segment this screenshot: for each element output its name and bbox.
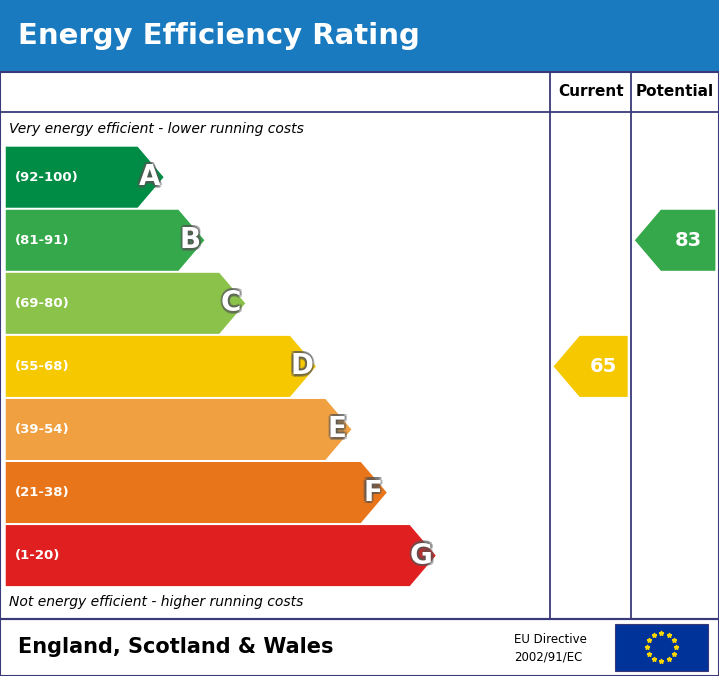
Text: A: A [139, 166, 160, 194]
Text: F: F [365, 477, 383, 504]
Text: A: A [137, 165, 159, 193]
Text: B: B [180, 224, 201, 251]
Text: B: B [180, 229, 201, 257]
Text: E: E [326, 414, 345, 441]
Text: England, Scotland & Wales: England, Scotland & Wales [18, 637, 334, 657]
Text: 83: 83 [674, 231, 702, 249]
Text: C: C [221, 292, 241, 320]
Text: G: G [412, 541, 435, 570]
Text: (92-100): (92-100) [14, 171, 78, 184]
Text: D: D [289, 350, 312, 379]
Text: (81-91): (81-91) [14, 234, 69, 247]
Text: C: C [223, 289, 243, 317]
Text: A: A [140, 165, 162, 193]
Text: Potential: Potential [636, 84, 714, 99]
Text: D: D [289, 354, 312, 383]
Bar [615, 624, 708, 671]
Text: D: D [292, 350, 315, 379]
Polygon shape [6, 399, 352, 460]
Polygon shape [554, 336, 628, 397]
Polygon shape [635, 210, 715, 271]
Text: D: D [290, 355, 313, 383]
Polygon shape [6, 147, 164, 208]
Text: C: C [219, 287, 239, 315]
Text: D: D [288, 352, 311, 381]
Text: E: E [329, 418, 348, 445]
Text: A: A [140, 161, 162, 189]
Text: G: G [410, 541, 433, 570]
Text: D: D [293, 352, 316, 381]
Text: (39-54): (39-54) [14, 423, 69, 436]
Polygon shape [6, 273, 245, 334]
Text: F: F [363, 481, 382, 509]
Text: F: F [365, 479, 384, 506]
Text: G: G [408, 544, 431, 572]
Bar [0, 619, 719, 676]
Bar [0, 0, 719, 72]
Text: (55-68): (55-68) [14, 360, 69, 373]
Text: F: F [362, 477, 380, 504]
Text: C: C [219, 289, 239, 317]
Polygon shape [6, 336, 316, 397]
Text: Energy Efficiency Rating: Energy Efficiency Rating [18, 22, 420, 50]
Text: D: D [290, 352, 313, 381]
Text: (1-20): (1-20) [14, 549, 60, 562]
Polygon shape [6, 462, 387, 523]
Text: F: F [363, 479, 382, 506]
Text: F: F [361, 479, 380, 506]
Text: (69-80): (69-80) [14, 297, 69, 310]
Bar [0, 72, 719, 619]
Text: B: B [181, 228, 202, 256]
Text: C: C [222, 287, 242, 315]
Text: G: G [411, 544, 434, 572]
Text: B: B [180, 226, 201, 254]
Polygon shape [6, 210, 204, 271]
Text: D: D [290, 349, 313, 378]
Text: (21-38): (21-38) [14, 486, 69, 499]
Text: E: E [328, 413, 347, 441]
Text: Not energy efficient - higher running costs: Not energy efficient - higher running co… [9, 596, 303, 609]
Text: Very energy efficient - lower running costs: Very energy efficient - lower running co… [9, 122, 303, 136]
Text: C: C [221, 287, 241, 314]
Text: E: E [330, 416, 349, 443]
Text: F: F [365, 481, 383, 508]
Text: F: F [362, 481, 380, 508]
Text: E: E [328, 418, 347, 446]
Text: B: B [178, 228, 199, 256]
Text: A: A [139, 163, 160, 191]
Text: A: A [139, 160, 160, 189]
Text: EU Directive: EU Directive [514, 633, 587, 646]
Text: 2002/91/EC: 2002/91/EC [514, 651, 582, 664]
Text: G: G [411, 539, 434, 568]
Text: A: A [137, 161, 159, 189]
Text: B: B [181, 224, 202, 252]
Text: A: A [137, 163, 158, 191]
Text: B: B [182, 226, 203, 254]
Text: E: E [328, 416, 347, 443]
Text: C: C [222, 291, 242, 319]
Text: G: G [408, 539, 431, 568]
Text: E: E [326, 416, 344, 443]
Text: B: B [178, 226, 198, 254]
Text: G: G [408, 541, 431, 570]
Text: A: A [141, 163, 162, 191]
Polygon shape [6, 525, 436, 586]
Text: C: C [219, 291, 239, 319]
Text: G: G [410, 539, 433, 567]
Text: Current: Current [558, 84, 623, 99]
Text: D: D [292, 354, 315, 383]
Text: C: C [221, 289, 241, 317]
Text: E: E [326, 418, 345, 445]
Text: F: F [363, 476, 382, 504]
Text: G: G [410, 544, 433, 573]
Text: B: B [178, 224, 199, 252]
Text: E: E [329, 414, 348, 441]
Text: 65: 65 [590, 357, 618, 376]
